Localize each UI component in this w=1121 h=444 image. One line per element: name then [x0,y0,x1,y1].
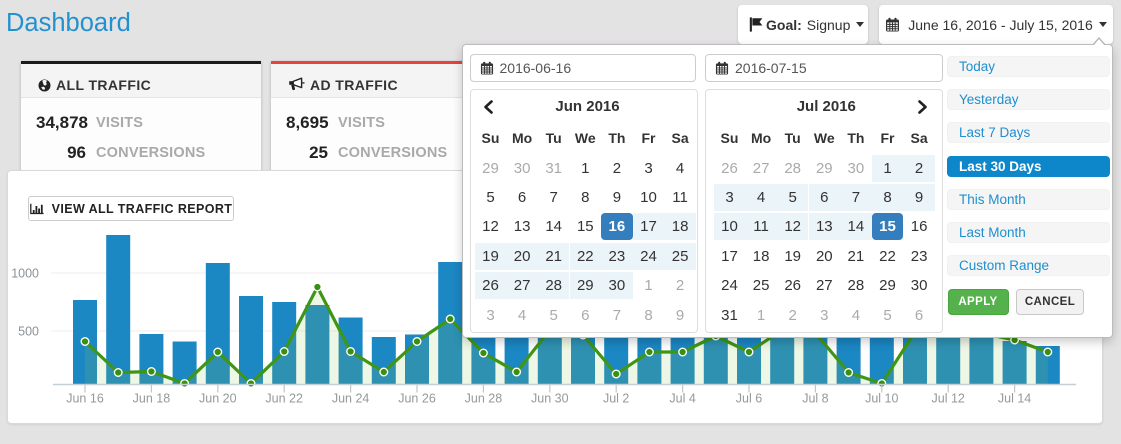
svg-text:Jun 26: Jun 26 [398,392,436,406]
svg-text:Jun 20: Jun 20 [199,392,237,406]
svg-text:500: 500 [18,325,39,339]
svg-text:Jul 4: Jul 4 [669,392,695,406]
svg-text:Jul 2: Jul 2 [603,392,629,406]
svg-text:Jun 30: Jun 30 [531,392,569,406]
svg-text:Jul 10: Jul 10 [865,392,898,406]
svg-text:Jun 28: Jun 28 [465,392,503,406]
svg-text:Jul 6: Jul 6 [736,392,762,406]
svg-text:Jun 24: Jun 24 [332,392,370,406]
svg-text:Jun 18: Jun 18 [133,392,171,406]
svg-text:1000: 1000 [11,267,39,281]
svg-text:Jun 22: Jun 22 [265,392,303,406]
svg-text:Jul 14: Jul 14 [998,392,1031,406]
svg-text:Jul 8: Jul 8 [802,392,828,406]
svg-text:Jul 12: Jul 12 [932,392,965,406]
svg-text:Jun 16: Jun 16 [66,392,104,406]
